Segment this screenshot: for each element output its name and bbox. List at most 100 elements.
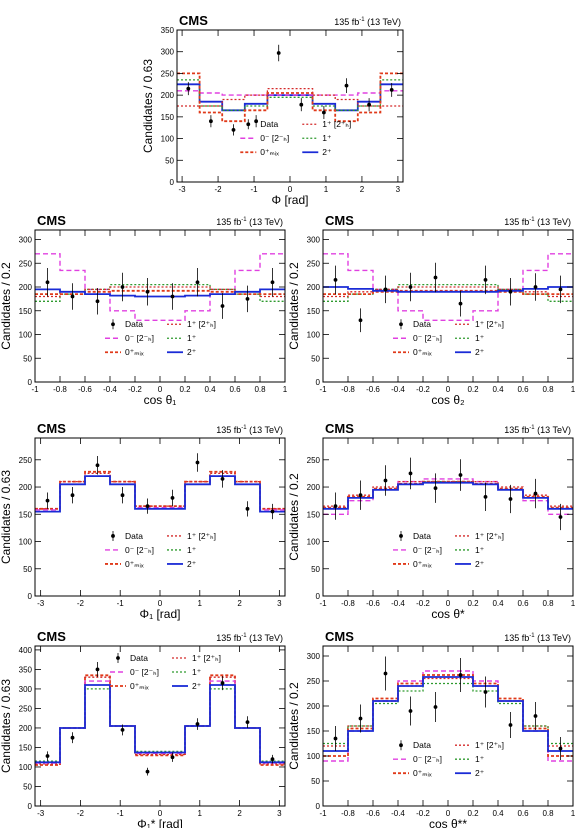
x-tick-label: -0.8 xyxy=(341,599,355,608)
legend-label: 1⁺ xyxy=(187,333,197,343)
x-tick-label: 3 xyxy=(277,809,282,818)
y-tick-label: 350 xyxy=(19,665,33,674)
series-line xyxy=(177,90,403,96)
lumi-exponent: -1 xyxy=(529,425,535,431)
x-tick-label: 1 xyxy=(571,599,576,608)
legend-label: 2⁺ xyxy=(475,768,485,778)
legend-label: 2⁺ xyxy=(187,347,197,357)
x-tick-label: 0.2 xyxy=(179,385,191,394)
data-point xyxy=(483,690,488,694)
x-tick-label: -1 xyxy=(117,599,125,608)
data-point xyxy=(270,509,275,514)
lumi-exponent: -1 xyxy=(241,217,247,223)
y-tick-label: 150 xyxy=(307,307,321,316)
legend-marker-point xyxy=(111,322,115,327)
x-tick-label: 0.8 xyxy=(542,809,554,818)
data-point xyxy=(270,280,275,285)
y-tick-label: 0 xyxy=(316,378,321,387)
data-point xyxy=(408,709,413,713)
x-tick-label: 0.6 xyxy=(517,809,529,818)
data-point xyxy=(433,486,438,491)
x-tick-label: 0.4 xyxy=(492,385,504,394)
x-tick-label: 0.2 xyxy=(467,599,479,608)
data-point xyxy=(145,289,150,294)
y-axis-label: Candidates / 0.2 xyxy=(287,262,301,350)
x-tick-label: 0.4 xyxy=(492,599,504,608)
lumi-label: 135 fb-1 (13 TeV) xyxy=(216,217,283,227)
x-tick-label: 0.8 xyxy=(542,385,554,394)
x-tick-label: -0.8 xyxy=(341,809,355,818)
x-tick-label: 0 xyxy=(158,385,163,394)
y-tick-label: 250 xyxy=(19,259,33,268)
y-tick-label: 50 xyxy=(165,156,174,165)
y-tick-label: 100 xyxy=(307,752,321,761)
legend-label: 0⁺ₘᵢₓ xyxy=(130,681,149,691)
x-tick-label: -0.4 xyxy=(391,385,405,394)
x-axis-label: cos θ₂ xyxy=(431,393,465,407)
y-tick-label: 50 xyxy=(23,354,32,363)
data-point xyxy=(195,722,200,726)
experiment-label: CMS xyxy=(179,13,208,28)
legend-label: 0⁻ [2⁻ₕ] xyxy=(260,133,289,143)
data-point xyxy=(220,681,225,685)
y-tick-label: 0 xyxy=(28,802,33,811)
data-point xyxy=(408,285,413,289)
x-tick-label: -0.8 xyxy=(341,385,355,394)
x-tick-label: -0.2 xyxy=(416,809,430,818)
x-tick-label: 0 xyxy=(288,185,293,194)
legend-label: 1⁺ [2⁺ₕ] xyxy=(187,531,216,541)
energy-label: (13 TeV) xyxy=(247,633,283,643)
lumi-exponent: -1 xyxy=(241,633,247,639)
legend: Data 1⁺ [2⁺ₕ] 0⁻ [2⁻ₕ] 1⁺ 0⁺ₘᵢₓ 2⁺ xyxy=(110,653,221,691)
x-tick-label: 1 xyxy=(198,809,203,818)
legend-label: 2⁺ xyxy=(475,559,485,569)
x-tick-label: -1 xyxy=(31,385,39,394)
legend-marker-point xyxy=(111,534,115,538)
y-axis-label: Candidates / 0.2 xyxy=(287,473,301,561)
x-tick-label: -3 xyxy=(179,185,187,194)
x-tick-label: 1 xyxy=(283,385,288,394)
legend-label: 1⁺ [2⁺ₕ] xyxy=(192,653,221,663)
y-tick-label: 0 xyxy=(28,592,33,601)
lumi-exponent: -1 xyxy=(359,17,365,23)
legend-label: Data xyxy=(413,740,431,750)
y-tick-label: 400 xyxy=(19,646,33,655)
legend-label: 0⁺ₘᵢₓ xyxy=(260,147,279,157)
y-tick-label: 250 xyxy=(307,259,321,268)
x-tick-label: 0.2 xyxy=(467,809,479,818)
data-point xyxy=(383,671,388,676)
x-tick-label: -0.4 xyxy=(103,385,117,394)
x-tick-label: 0.6 xyxy=(229,385,241,394)
y-tick-label: 250 xyxy=(19,704,33,713)
x-tick-label: 1 xyxy=(198,599,203,608)
legend-label: 0⁺ₘᵢₓ xyxy=(413,347,432,357)
lumi-value: 135 fb xyxy=(504,217,529,227)
x-tick-label: -1 xyxy=(319,385,327,394)
chart-panel: CMS 135 fb-1 (13 TeV)-3 -2 -1 0 1 2 30501001502… xyxy=(0,629,286,831)
chart-panel: CMS 135 fb-1 (13 TeV)-1 -0.8 -0.6 -0.4 -0.2 0 0… xyxy=(287,213,576,407)
x-axis-label: Φ₁ [rad] xyxy=(140,607,181,621)
data-point xyxy=(276,51,281,55)
y-tick-label: 300 xyxy=(307,236,321,245)
series-line xyxy=(35,288,285,298)
data-point xyxy=(433,275,438,280)
x-tick-label: -0.4 xyxy=(391,809,405,818)
chart-panel: CMS 135 fb-1 (13 TeV)-1 -0.8 -0.6 -0.4 -0.2 0 0… xyxy=(287,629,576,831)
legend-label: 0⁻ [2⁻ₕ] xyxy=(413,545,442,555)
y-tick-label: 150 xyxy=(19,743,33,752)
legend-label: 0⁻ [2⁻ₕ] xyxy=(125,545,154,555)
lumi-label: 135 fb-1 (13 TeV) xyxy=(216,633,283,643)
lumi-value: 135 fb xyxy=(216,425,241,435)
series-line xyxy=(323,253,573,321)
y-tick-label: 300 xyxy=(19,685,33,694)
legend: Data 1⁺ [2⁺ₕ] 0⁻ [2⁻ₕ] 1⁺ 0⁺ₘᵢₓ 2⁺ xyxy=(393,319,504,357)
x-tick-label: 0 xyxy=(158,809,163,818)
lumi-label: 135 fb-1 (13 TeV) xyxy=(504,425,571,435)
legend-label: 2⁺ xyxy=(475,347,485,357)
legend-label: 0⁺ₘᵢₓ xyxy=(125,347,144,357)
lumi-label: 135 fb-1 (13 TeV) xyxy=(334,17,401,27)
data-point xyxy=(533,714,538,718)
x-tick-label: -2 xyxy=(214,185,222,194)
y-tick-label: 200 xyxy=(307,702,321,711)
